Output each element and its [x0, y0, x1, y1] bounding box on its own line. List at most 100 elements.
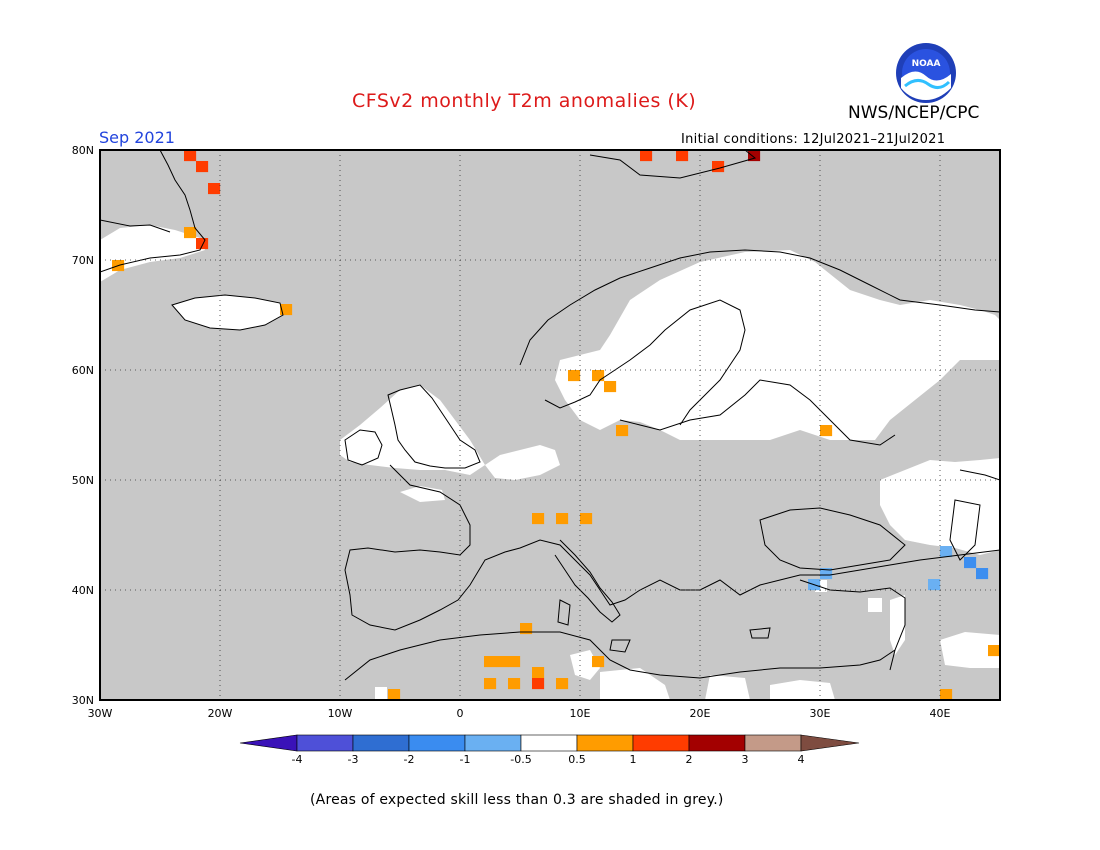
region-benelux	[485, 445, 560, 480]
lon-label: 10W	[328, 707, 353, 720]
colorbar-label: 3	[742, 753, 749, 766]
lon-label: 20W	[208, 707, 233, 720]
region-greenland-coast	[100, 225, 205, 282]
region-morocco	[375, 687, 387, 699]
anomaly-cell-red	[196, 161, 209, 173]
anomaly-cell-red	[184, 150, 197, 162]
colorbar-arrow-max	[800, 734, 860, 752]
map-frame	[99, 149, 1001, 701]
anomaly-cell-orange	[532, 513, 545, 525]
anomaly-cell-orange	[568, 370, 581, 382]
colorbar-label: -3	[348, 753, 359, 766]
anomaly-cell-orange	[820, 425, 833, 437]
colorbar-swatch	[408, 734, 466, 752]
anomaly-cell-blue	[976, 568, 989, 580]
lon-label: 10E	[570, 707, 591, 720]
forecast-month: Sep 2021	[99, 128, 175, 147]
lon-label: 0	[457, 707, 464, 720]
lon-label: 40E	[930, 707, 951, 720]
anomaly-cell-red	[196, 238, 209, 250]
anomaly-cell-orange	[484, 656, 497, 668]
colorbar-label: -4	[292, 753, 303, 766]
anomaly-cell-orange	[508, 678, 521, 690]
anomaly-cell-orange	[988, 645, 1000, 657]
anomaly-cell-orange	[508, 656, 521, 668]
anomaly-cell-orange	[556, 678, 569, 690]
anomaly-cell-orange	[940, 689, 953, 700]
colorbar-label: 2	[686, 753, 693, 766]
lat-label: 70N	[72, 254, 94, 267]
agency-label: NWS/NCEP/CPC	[848, 103, 980, 123]
region-egypt	[705, 675, 750, 700]
colorbar-label: 0.5	[568, 753, 586, 766]
anomaly-cell-orange	[388, 689, 401, 700]
map-title: CFSv2 monthly T2m anomalies (K)	[352, 90, 697, 112]
initial-conditions: Initial conditions: 12Jul2021–21Jul2021	[681, 132, 946, 147]
colorbar-label: -2	[404, 753, 415, 766]
colorbar-swatch	[520, 734, 578, 752]
lon-label: 20E	[690, 707, 711, 720]
anomaly-cell-lightblue	[820, 568, 833, 580]
skill-footnote: (Areas of expected skill less than 0.3 a…	[310, 792, 724, 808]
anomaly-cell-orange	[184, 227, 197, 239]
noaa-logo: NOAA	[895, 42, 957, 104]
region-brittany	[400, 486, 445, 502]
anomaly-cell-orange	[280, 304, 293, 316]
anomaly-cell-orange	[556, 513, 569, 525]
region-iran	[940, 632, 1000, 668]
colorbar-label: 1	[630, 753, 637, 766]
colorbar-swatch	[296, 734, 354, 752]
anomaly-cell-red	[640, 150, 653, 162]
anomaly-cell-darkred	[748, 150, 761, 162]
lat-label: 60N	[72, 364, 94, 377]
skill-regions	[100, 150, 1000, 700]
lat-label: 50N	[72, 474, 94, 487]
colorbar-swatch	[464, 734, 522, 752]
region-scandinavia	[555, 250, 1000, 440]
anomaly-map: 30W 20W 10W 0 10E 20E 30E 40E 30N 40N 50N 60N 70N 80…	[72, 144, 1001, 720]
colorbar-swatch	[688, 734, 746, 752]
anomaly-cell-orange	[604, 381, 617, 393]
lat-label: 80N	[72, 144, 94, 157]
coastlines	[100, 150, 1000, 681]
white-regions	[100, 225, 1000, 700]
anomaly-cell-orange	[592, 370, 605, 382]
region-iceland	[172, 295, 283, 330]
anomaly-cell-lightblue	[940, 546, 953, 558]
region-caspian	[880, 458, 1000, 555]
colorbar-swatch	[576, 734, 634, 752]
colorbar-swatch	[744, 734, 802, 752]
anomaly-cell-red	[208, 183, 221, 195]
colorbar-label: -1	[460, 753, 471, 766]
lat-label: 40N	[72, 584, 94, 597]
anomaly-cell-red	[532, 678, 545, 690]
region-libya	[600, 668, 670, 700]
anomaly-cell-orange	[484, 678, 497, 690]
anomaly-cell-red	[676, 150, 689, 162]
colorbar-swatch	[632, 734, 690, 752]
colorbar-arrow-min	[239, 734, 298, 752]
anomaly-cell-orange	[532, 667, 545, 679]
anomaly-cell-lightblue	[928, 579, 941, 591]
anomaly-cell-orange	[496, 656, 509, 668]
lon-label: 30E	[810, 707, 831, 720]
colorbar-swatch	[352, 734, 410, 752]
anomaly-cell-orange	[520, 623, 533, 635]
anomaly-cell-orange	[616, 425, 629, 437]
noaa-logo-text: NOAA	[912, 59, 941, 69]
anomaly-cell-blue	[964, 557, 977, 569]
anomaly-cell-red	[712, 161, 725, 173]
anomaly-cell-orange	[592, 656, 605, 668]
region-british-isles	[340, 385, 485, 475]
region-anatolia	[868, 598, 882, 612]
lon-label: 30W	[88, 707, 113, 720]
grid-lines	[100, 150, 1000, 700]
region-levant	[890, 595, 905, 655]
lat-label: 30N	[72, 694, 94, 707]
longitude-labels: 30W 20W 10W 0 10E 20E 30E 40E	[88, 707, 951, 720]
region-egypt-east	[770, 680, 835, 700]
colorbar-label: 4	[798, 753, 805, 766]
latitude-labels: 30N 40N 50N 60N 70N 80N	[72, 144, 94, 707]
colorbar-label: -0.5	[510, 753, 531, 766]
anomaly-cell-orange	[580, 513, 593, 525]
